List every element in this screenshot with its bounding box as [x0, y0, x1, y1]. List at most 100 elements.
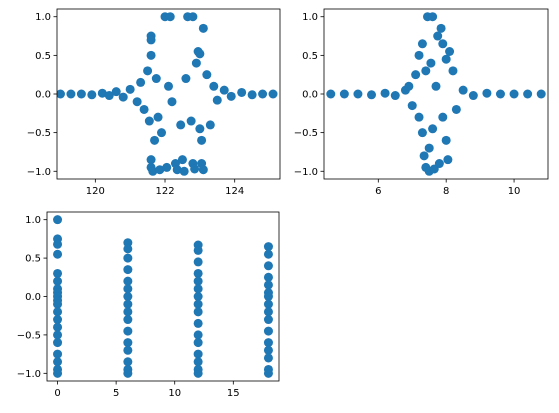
scatter-point	[164, 81, 173, 91]
scatter-point	[53, 307, 63, 317]
scatter-point	[458, 85, 468, 95]
scatter-point	[263, 353, 273, 363]
scatter-point	[186, 116, 196, 126]
scatter-point	[53, 249, 63, 259]
subplot-2: 6 8 10 −1.0 −0.5 0.0 0.5 1.0	[294, 8, 549, 197]
y-tick-label: 1.0	[302, 12, 318, 23]
scatter-point	[123, 307, 133, 317]
scatter-point	[139, 104, 149, 114]
y-tick-label: −0.5	[27, 128, 51, 139]
subplot-1: 120 122 124 −1.0 −0.5 0.0 0.5 1.0	[27, 8, 281, 197]
scatter-point	[353, 89, 363, 99]
scatter-point	[153, 112, 163, 122]
scatter-point	[193, 276, 203, 286]
scatter-point	[144, 116, 154, 126]
scatter-point	[536, 89, 546, 99]
axes-frame	[46, 211, 280, 382]
scatter-point	[136, 77, 146, 87]
scatter-point	[197, 135, 207, 145]
scatter-point	[157, 128, 167, 138]
scatter-point	[268, 89, 278, 99]
scatter-point	[417, 39, 427, 49]
scatter-point	[263, 368, 273, 378]
scatter-point	[193, 338, 203, 348]
scatter-point	[123, 368, 133, 378]
scatter-point	[263, 272, 273, 282]
scatter-point	[195, 49, 205, 59]
scatter-point	[155, 165, 165, 175]
y-tick-label: 0.5	[302, 51, 318, 62]
scatter-point	[258, 89, 268, 99]
scatter-point	[367, 90, 377, 100]
x-tick-label: 10	[168, 388, 181, 399]
scatter-point	[205, 120, 215, 130]
y-tick-label: 0.0	[25, 292, 41, 303]
scatter-point	[263, 338, 273, 348]
scatter-series	[57, 12, 278, 176]
y-tick-label: 0.0	[35, 90, 51, 101]
scatter-point	[509, 89, 519, 99]
scatter-point	[445, 47, 455, 56]
x-tick-label: 124	[225, 186, 244, 197]
scatter-point	[193, 349, 203, 359]
scatter-point	[123, 276, 133, 286]
scatter-point	[212, 95, 222, 105]
scatter-point	[190, 164, 200, 174]
scatter-point	[193, 292, 203, 301]
scatter-point	[198, 165, 208, 175]
y-tick-label: −1.0	[27, 167, 51, 178]
scatter-point	[407, 101, 417, 111]
x-tick-label: 10	[508, 186, 521, 197]
axes-frame	[323, 8, 549, 180]
scatter-point	[263, 326, 273, 336]
scatter-point	[411, 70, 421, 80]
scatter-point	[87, 90, 97, 100]
scatter-point	[237, 87, 247, 97]
scatter-point	[191, 58, 201, 68]
scatter-point	[195, 124, 205, 134]
scatter-point	[193, 357, 203, 367]
scatter-point	[146, 35, 156, 45]
scatter-point	[125, 84, 135, 94]
scatter-point	[148, 166, 158, 176]
scatter-point	[123, 284, 133, 294]
scatter-point	[53, 368, 63, 378]
scatter-point	[151, 74, 161, 84]
scatter-point	[326, 89, 336, 99]
scatter-point	[438, 112, 448, 122]
scatter-point	[181, 74, 191, 84]
scatter-point	[263, 315, 273, 325]
scatter-point	[57, 89, 65, 99]
scatter-point	[404, 81, 414, 91]
scatter-point	[433, 31, 443, 41]
y-tick-label: −0.5	[17, 330, 41, 341]
scatter-point	[172, 165, 182, 175]
scatter-point	[438, 39, 448, 49]
scatter-point	[523, 89, 533, 99]
scatter-point	[448, 66, 458, 76]
y-tick-label: 0.5	[25, 254, 41, 265]
x-tick-label: 15	[227, 388, 240, 399]
scatter-point	[123, 338, 133, 348]
x-tick-label: 6	[375, 186, 381, 197]
scatter-point	[263, 280, 273, 290]
scatter-point	[431, 81, 441, 91]
y-tick-label: 1.0	[35, 12, 51, 23]
x-tick-label: 120	[86, 186, 105, 197]
scatter-point	[428, 12, 438, 22]
scatter-point	[451, 104, 461, 114]
scatter-point	[123, 244, 133, 254]
scatter-point	[123, 292, 133, 301]
scatter-point	[146, 50, 156, 60]
scatter-point	[123, 345, 133, 355]
scatter-point	[146, 155, 156, 165]
scatter-point	[417, 128, 427, 138]
scatter-point	[436, 23, 446, 33]
scatter-point	[193, 368, 203, 378]
scatter-point	[53, 215, 63, 225]
scatter-point	[193, 307, 203, 317]
scatter-point	[123, 357, 133, 367]
scatter-point	[111, 87, 121, 97]
scatter-point	[193, 268, 203, 278]
scatter-point	[53, 322, 63, 332]
